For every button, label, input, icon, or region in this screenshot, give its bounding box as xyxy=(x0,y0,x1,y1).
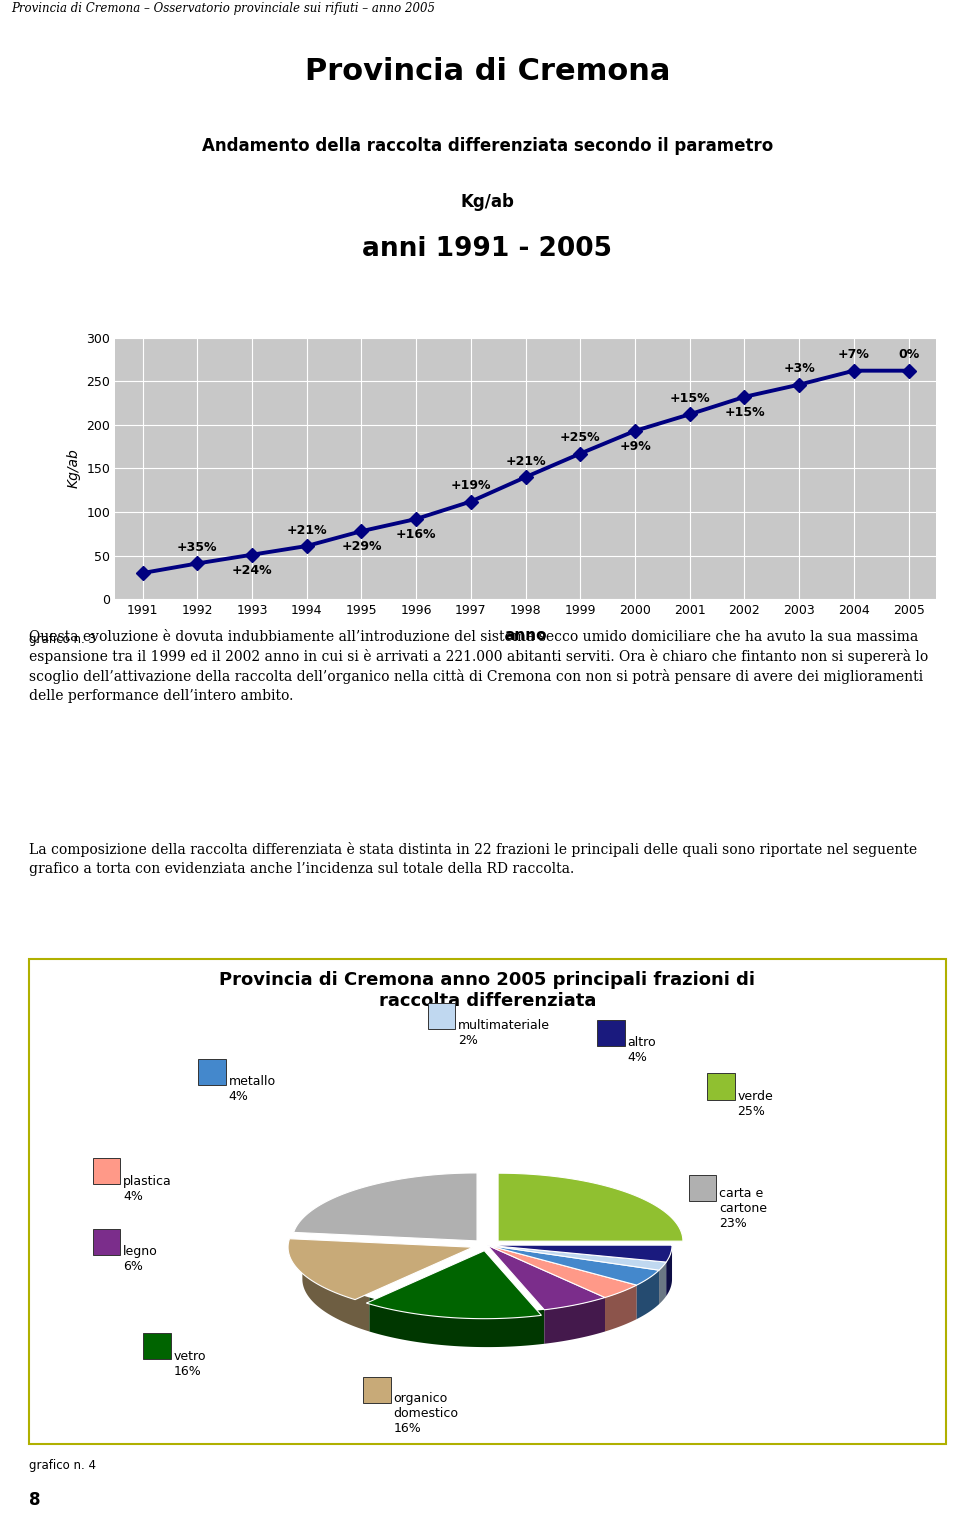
Bar xyxy=(93,1229,121,1255)
Text: +7%: +7% xyxy=(838,349,870,361)
Polygon shape xyxy=(302,1245,370,1332)
Polygon shape xyxy=(487,1245,605,1309)
Bar xyxy=(689,1176,716,1201)
Text: Provincia di Cremona anno 2005 principali frazioni di
raccolta differenziata: Provincia di Cremona anno 2005 principal… xyxy=(219,971,756,1010)
Text: +16%: +16% xyxy=(396,528,437,542)
Text: legno
6%: legno 6% xyxy=(123,1245,158,1273)
Text: carta e
cartone
23%: carta e cartone 23% xyxy=(719,1186,767,1230)
Text: organico
domestico
16%: organico domestico 16% xyxy=(394,1391,459,1435)
Text: +15%: +15% xyxy=(724,407,765,419)
Bar xyxy=(708,1074,734,1100)
X-axis label: anno: anno xyxy=(504,628,547,643)
Text: +9%: +9% xyxy=(619,440,651,454)
Text: +19%: +19% xyxy=(450,479,492,493)
Bar xyxy=(364,1377,391,1403)
Text: Andamento della raccolta differenziata secondo il parametro: Andamento della raccolta differenziata s… xyxy=(202,137,773,155)
Text: multimateriale
2%: multimateriale 2% xyxy=(458,1019,550,1047)
Polygon shape xyxy=(288,1239,473,1300)
Text: vetro
16%: vetro 16% xyxy=(174,1350,206,1377)
Polygon shape xyxy=(605,1285,636,1332)
Polygon shape xyxy=(370,1297,544,1347)
Polygon shape xyxy=(666,1245,672,1296)
Text: verde
25%: verde 25% xyxy=(737,1089,773,1118)
Text: Provincia di Cremona – Osservatorio provinciale sui rifiuti – anno 2005: Provincia di Cremona – Osservatorio prov… xyxy=(12,3,436,15)
Text: Questa evoluzione è dovuta indubbiamente all’introduzione del sistema secco umid: Questa evoluzione è dovuta indubbiamente… xyxy=(29,630,928,704)
Text: +3%: +3% xyxy=(783,363,815,375)
Bar xyxy=(199,1059,226,1085)
Y-axis label: Kg/ab: Kg/ab xyxy=(67,449,81,488)
Polygon shape xyxy=(498,1173,683,1241)
Polygon shape xyxy=(367,1250,541,1318)
Polygon shape xyxy=(294,1173,477,1241)
Polygon shape xyxy=(487,1245,660,1285)
Text: plastica
4%: plastica 4% xyxy=(123,1174,172,1203)
Text: altro
4%: altro 4% xyxy=(628,1036,656,1065)
Polygon shape xyxy=(487,1245,672,1262)
Bar xyxy=(93,1159,121,1185)
Text: +21%: +21% xyxy=(505,455,546,467)
Text: +15%: +15% xyxy=(669,391,710,405)
Polygon shape xyxy=(544,1297,605,1344)
Text: +35%: +35% xyxy=(177,542,218,554)
Text: 8: 8 xyxy=(29,1491,40,1509)
Text: anni 1991 - 2005: anni 1991 - 2005 xyxy=(362,237,612,262)
Text: Kg/ab: Kg/ab xyxy=(460,194,515,211)
Text: +25%: +25% xyxy=(560,431,601,444)
Polygon shape xyxy=(487,1245,666,1270)
Polygon shape xyxy=(487,1245,636,1297)
Text: 0%: 0% xyxy=(898,349,920,361)
Bar xyxy=(597,1019,625,1047)
Text: grafico n. 3: grafico n. 3 xyxy=(29,633,96,646)
Text: +29%: +29% xyxy=(341,540,382,554)
Polygon shape xyxy=(660,1262,666,1305)
Text: Provincia di Cremona: Provincia di Cremona xyxy=(304,58,670,86)
Text: La composizione della raccolta differenziata è stata distinta in 22 frazioni le : La composizione della raccolta differenz… xyxy=(29,842,917,875)
Text: metallo
4%: metallo 4% xyxy=(228,1076,276,1103)
Bar xyxy=(427,1003,455,1029)
Text: grafico n. 4: grafico n. 4 xyxy=(29,1459,96,1473)
Bar xyxy=(143,1333,171,1359)
Polygon shape xyxy=(636,1270,660,1320)
Text: +24%: +24% xyxy=(231,564,273,576)
Text: +21%: +21% xyxy=(286,523,327,537)
